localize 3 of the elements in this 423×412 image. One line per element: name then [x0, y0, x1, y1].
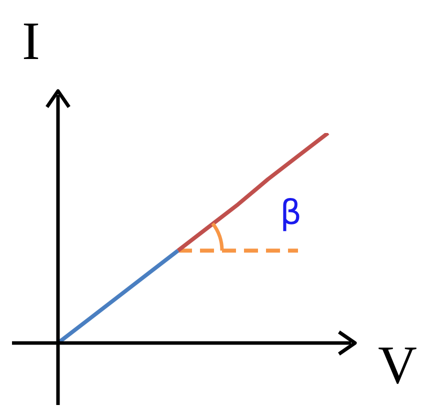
x-axis-title: V [378, 335, 417, 395]
y-axis-title: I [22, 11, 40, 71]
annotation: β [280, 193, 302, 233]
